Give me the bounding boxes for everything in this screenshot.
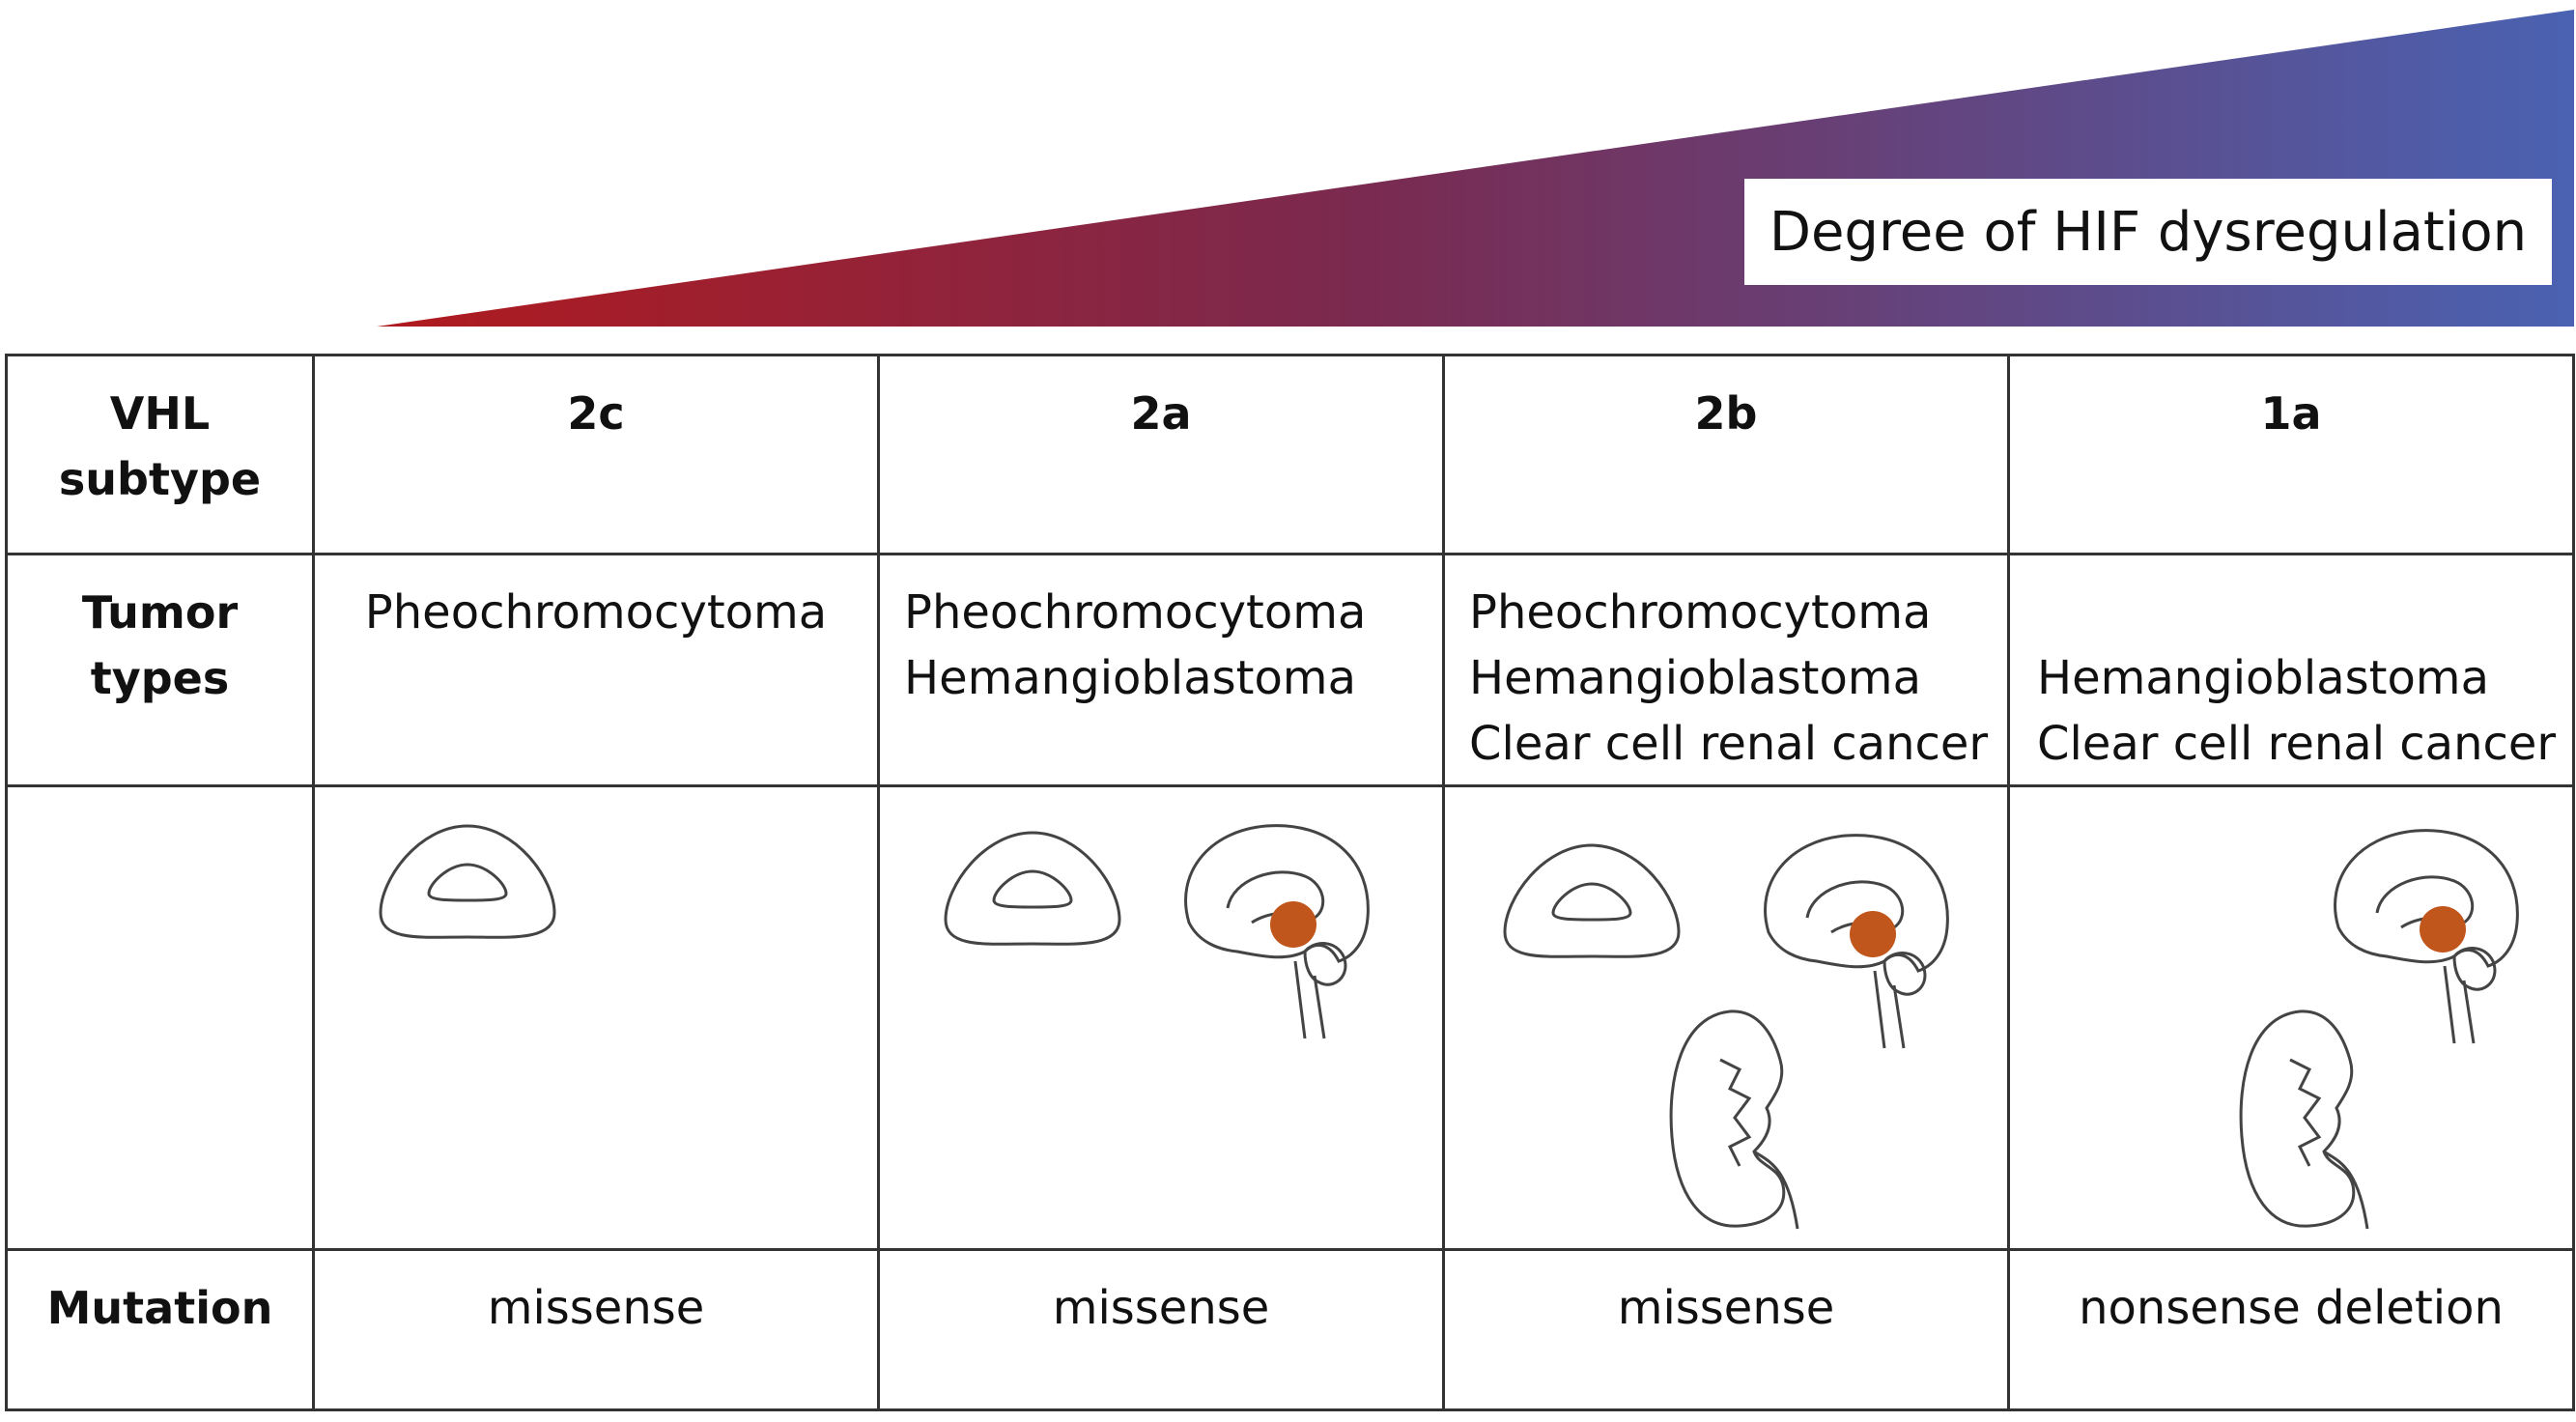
mutation-2a: missense: [1052, 1281, 1270, 1335]
tumor-list-2b: Pheochromocytoma Hemangioblastoma Clear …: [1445, 555, 2007, 777]
tumor-item: Pheochromocytoma: [364, 585, 828, 640]
hif-gradient-wedge: [377, 10, 2574, 327]
tumor-item: Pheochromocytoma: [1469, 585, 1932, 640]
adrenal-icon: [1503, 843, 1681, 958]
tumor-list-1a: Hemangioblastoma Clear cell renal cancer: [2010, 555, 2572, 777]
organs-1a: [2010, 787, 2572, 1248]
hif-dysregulation-label: Degree of HIF dysregulation: [1744, 179, 2552, 285]
vhl-subtype-table: VHL subtype 2c 2a 2b 1a Tumor types Pheo…: [5, 354, 2575, 1411]
brain-icon: [1764, 834, 1949, 1049]
kidney-icon: [2239, 1010, 2369, 1230]
tumor-list-2c: Pheochromocytoma: [315, 555, 877, 645]
organs-2b: [1445, 787, 2007, 1248]
tumor-item: Hemangioblastoma: [904, 651, 1356, 705]
tumor-item: Clear cell renal cancer: [2037, 717, 2557, 771]
subtype-2c: 2c: [567, 387, 625, 440]
tumor-marker-icon: [1270, 901, 1316, 948]
adrenal-icon: [379, 824, 556, 939]
tumor-types-row: Tumor types Pheochromocytoma Pheochromoc…: [5, 553, 2575, 787]
tumor-marker-icon: [1850, 911, 1896, 957]
brain-icon: [1184, 824, 1370, 1039]
tumor-marker-icon: [2420, 906, 2466, 953]
mutation-1a: nonsense deletion: [2079, 1281, 2504, 1335]
subtype-2a: 2a: [1130, 387, 1192, 440]
tumor-item: Pheochromocytoma: [904, 585, 1367, 640]
tumor-item: Hemangioblastoma: [1469, 651, 1921, 705]
row-header-mutation: Mutation: [46, 1282, 273, 1334]
organ-illustration-row: [5, 784, 2575, 1251]
organs-2c: [315, 787, 877, 1248]
mutation-2b: missense: [1617, 1281, 1835, 1335]
kidney-icon: [1669, 1010, 1799, 1230]
subtype-row: VHL subtype 2c 2a 2b 1a: [5, 354, 2575, 555]
brain-icon: [2334, 829, 2519, 1044]
mutation-row: Mutation missense missense missense nons…: [5, 1248, 2575, 1411]
tumor-item: Clear cell renal cancer: [1469, 717, 1989, 771]
adrenal-icon: [944, 831, 1121, 946]
tumor-list-2a: Pheochromocytoma Hemangioblastoma: [880, 555, 1442, 711]
subtype-2b: 2b: [1694, 387, 1758, 440]
row-header-subtype: VHL subtype: [58, 387, 262, 505]
tumor-item: Hemangioblastoma: [2037, 651, 2489, 705]
mutation-2c: missense: [487, 1281, 705, 1335]
row-header-tumor: Tumor types: [81, 586, 239, 704]
subtype-1a: 1a: [2260, 387, 2322, 440]
organs-2a: [880, 787, 1442, 1248]
